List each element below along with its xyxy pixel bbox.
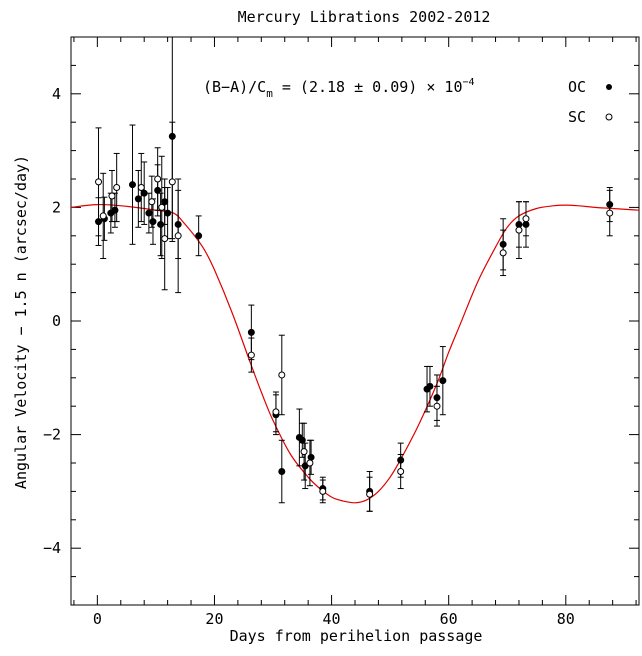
y-tick-label: −4: [43, 539, 61, 557]
marker-sc: [397, 468, 405, 476]
data-point-sc: [278, 334, 286, 416]
marker-oc: [128, 181, 136, 189]
annotation-sup: −4: [463, 77, 475, 88]
data-point-sc: [137, 152, 145, 223]
marker-oc: [278, 468, 286, 476]
data-point-oc: [164, 187, 172, 240]
marker-sc: [154, 175, 162, 183]
data-point-sc: [158, 155, 166, 260]
data-point-sc: [113, 152, 121, 223]
marker-oc: [247, 328, 255, 336]
marker-sc: [247, 351, 255, 359]
marker-sc: [174, 232, 182, 240]
data-point-oc: [278, 439, 286, 504]
legend-label-oc: OC: [568, 78, 586, 96]
y-tick-label: −2: [43, 426, 61, 444]
data-point-sc: [99, 172, 107, 260]
marker-sc: [137, 184, 145, 192]
data-point-sc: [95, 127, 103, 237]
x-tick-label: 20: [205, 610, 223, 628]
marker-sc: [522, 215, 530, 223]
data-point-oc: [439, 346, 447, 416]
marker-sc: [99, 212, 107, 220]
data-point-oc: [295, 408, 303, 467]
x-tick-label: 0: [93, 610, 102, 628]
data-point-sc: [306, 439, 314, 487]
data-point-sc: [522, 201, 530, 237]
data-point-sc: [161, 187, 169, 291]
data-point-sc: [154, 147, 162, 211]
marker-sc: [95, 178, 103, 186]
annotation-sub: m: [266, 87, 273, 100]
data-point-sc: [319, 479, 327, 504]
marker-sc: [499, 249, 507, 257]
x-tick-label: 60: [440, 610, 458, 628]
data-point-oc: [134, 169, 142, 228]
marker-sc: [306, 459, 314, 467]
data-point-sc: [499, 229, 507, 277]
data-point-oc: [149, 198, 157, 245]
axes: 0 20 40 60 80 −4 −2 0 2 4: [43, 36, 640, 628]
data-point-sc: [433, 385, 441, 427]
marker-oc: [426, 382, 434, 390]
marker-sc: [148, 198, 156, 206]
marker-oc: [134, 195, 142, 203]
marker-oc: [195, 232, 203, 240]
data-point-oc: [426, 365, 434, 407]
data-point-oc: [195, 215, 203, 257]
marker-sc: [168, 178, 176, 186]
marker-sc: [433, 402, 441, 410]
data-points-layer: [95, 37, 614, 512]
marker-sc: [161, 235, 169, 243]
annotation: (B−A)/Cm = (2.18 ± 0.09) × 10−4: [203, 77, 475, 100]
annotation-prefix: (B−A)/C: [203, 78, 266, 96]
y-tick-label: 4: [52, 85, 61, 103]
annotation-middle: = (2.18 ± 0.09) × 10: [273, 78, 463, 96]
model-curve-layer: [70, 203, 640, 504]
marker-oc: [145, 209, 153, 217]
marker-oc: [439, 377, 447, 385]
data-point-sc: [174, 178, 182, 294]
data-point-oc: [140, 161, 148, 225]
data-point-sc: [397, 453, 405, 490]
data-point-sc: [300, 422, 308, 481]
y-axis-label: Angular Velocity − 1.5 n (arcsec/day): [12, 155, 30, 489]
marker-oc: [307, 453, 315, 461]
data-point-sc: [272, 391, 280, 433]
marker-sc: [319, 487, 327, 495]
legend-marker-oc: [606, 84, 612, 90]
marker-oc: [164, 209, 172, 217]
legend-label-sc: SC: [568, 108, 586, 126]
legend-marker-sc: [605, 113, 613, 121]
y-tick-label: 2: [52, 198, 61, 216]
x-tick-label: 40: [323, 610, 341, 628]
data-point-sc: [168, 121, 176, 242]
marker-sc: [515, 226, 523, 234]
data-point-sc: [108, 169, 116, 223]
marker-sc: [158, 203, 166, 211]
marker-sc: [272, 408, 280, 416]
marker-sc: [300, 448, 308, 456]
chart-title: Mercury Librations 2002-2012: [238, 8, 491, 26]
data-point-sc: [148, 175, 156, 228]
data-point-sc: [515, 201, 523, 260]
data-point-oc: [128, 124, 136, 245]
marker-oc: [149, 218, 157, 226]
marker-sc: [108, 192, 116, 200]
data-point-sc: [606, 189, 614, 237]
x-tick-label: 80: [557, 610, 575, 628]
data-point-sc: [366, 476, 374, 512]
marker-sc: [366, 490, 374, 498]
data-point-sc: [247, 337, 255, 373]
y-tick-label: 0: [52, 312, 61, 330]
plot-frame: [70, 36, 640, 606]
data-point-oc: [307, 439, 315, 475]
marker-sc: [606, 209, 614, 217]
marker-sc: [278, 371, 286, 379]
marker-sc: [113, 184, 121, 192]
model-curve-line: [70, 203, 640, 504]
legend: OC SC: [568, 78, 613, 126]
x-axis-label: Days from perihelion passage: [230, 627, 483, 645]
